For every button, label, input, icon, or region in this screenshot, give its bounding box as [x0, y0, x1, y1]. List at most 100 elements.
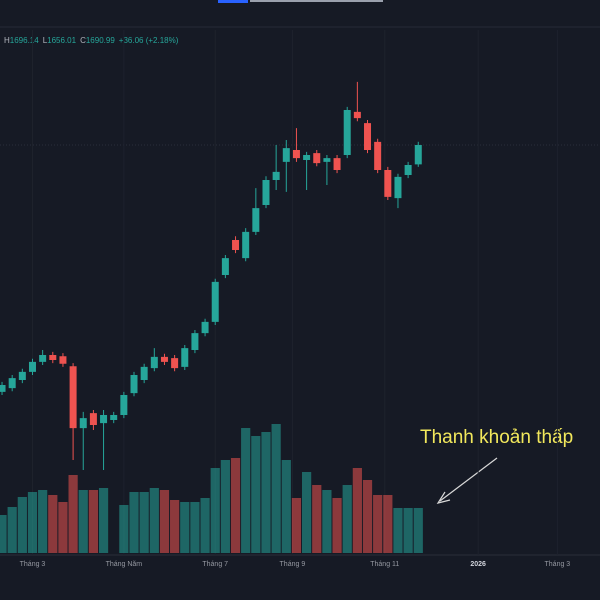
volume-bar [88, 490, 99, 553]
candle-body [79, 418, 87, 429]
volume-bar [322, 490, 332, 553]
x-tick-label: Tháng Năm [106, 561, 143, 568]
candle-body [171, 358, 179, 369]
volume-bar [0, 515, 7, 553]
header-value: 1696.14 [10, 36, 39, 45]
volume-bar [129, 492, 139, 553]
volume-bar [332, 498, 342, 553]
candle-body [110, 415, 118, 420]
header-value: 1656.01 [47, 36, 76, 45]
volume-bar [78, 490, 88, 553]
candle-body [384, 170, 392, 197]
ohlc-header: H1696.14 L1656.01 C1690.99 +36.06 (+2.18%) [4, 36, 179, 45]
volume-bar [7, 507, 17, 553]
x-tick-label: 2026 [470, 561, 486, 568]
candle-body [211, 281, 219, 322]
header-key: C [80, 36, 86, 45]
volume-bar [352, 468, 362, 553]
volume-bar [271, 424, 281, 553]
candle-body [69, 366, 77, 429]
volume-bar [261, 432, 271, 553]
volume-bar [17, 497, 27, 553]
volume-bar [393, 508, 403, 553]
candle-body [262, 180, 270, 205]
candle-body [201, 321, 209, 334]
candle-body [120, 395, 128, 415]
volume-bar [403, 508, 413, 553]
candle-body [160, 356, 168, 362]
candle-body [89, 413, 97, 425]
x-tick-label: Tháng 3 [20, 561, 46, 568]
volume-bar [180, 502, 190, 553]
candle-body [374, 141, 382, 170]
arrow-shaft [439, 457, 498, 502]
volume-bar [48, 495, 58, 553]
volume-bar [281, 460, 291, 553]
volume-bar [149, 488, 159, 553]
candle-body [221, 258, 229, 275]
candle-body [303, 155, 311, 160]
volume-bar [210, 468, 220, 553]
candle-body [313, 153, 321, 164]
volume-bar [27, 492, 38, 553]
candle-body [49, 355, 57, 360]
volume-bar [301, 472, 312, 553]
candle-body [323, 158, 331, 162]
volume-bar [58, 502, 68, 553]
x-tick-label: Tháng 9 [280, 561, 306, 568]
volume-bar [413, 508, 423, 553]
annotation: Thanh khoản thấp [420, 427, 573, 448]
volume-bar [312, 485, 322, 553]
candle-body [282, 148, 290, 162]
candle-body [394, 176, 402, 199]
header-change: +36.06 (+2.18%) [119, 36, 179, 45]
candle-body [59, 356, 67, 364]
volume-bar [119, 505, 129, 553]
volume-bar [200, 498, 210, 553]
candle-body [28, 361, 36, 372]
candle-body [252, 208, 260, 232]
volume-bar [190, 502, 200, 553]
volume-bar [383, 495, 393, 553]
candle-body [39, 355, 47, 362]
candle-body [0, 385, 6, 392]
x-tick-label: Tháng 11 [370, 561, 399, 568]
candle-body [242, 231, 250, 259]
candle-body [232, 240, 240, 250]
tab-bar[interactable] [250, 0, 383, 2]
x-tick-label: Tháng 7 [202, 561, 228, 568]
x-tick-label: Tháng 3 [545, 561, 571, 568]
candle-body [18, 371, 26, 380]
tab-active[interactable] [218, 0, 248, 3]
candle-body [8, 378, 16, 389]
candle-body [353, 111, 361, 119]
candle-body [100, 415, 108, 424]
candle-body [292, 150, 300, 159]
arrow-head [436, 491, 451, 504]
candle-body [191, 333, 199, 350]
volume-bar [342, 485, 352, 553]
volume-bar [373, 495, 383, 553]
candle-body [414, 145, 422, 165]
candle-body [140, 366, 148, 380]
header-key: L [43, 36, 48, 45]
volume-bar [170, 500, 180, 553]
volume-bar [291, 498, 302, 553]
volume-bar [159, 490, 170, 553]
volume-bar [98, 488, 109, 553]
candle-body [364, 123, 372, 150]
candle-body [150, 356, 158, 369]
volume-bar [68, 475, 78, 553]
candle-body [404, 165, 412, 175]
volume-bar [251, 436, 261, 553]
candle-body [181, 348, 189, 367]
volume-bar [139, 492, 149, 553]
header-key: H [4, 36, 10, 45]
volume-bar [241, 428, 251, 553]
candle-body [130, 375, 138, 394]
candle-body [343, 110, 351, 155]
candle-body [272, 171, 280, 180]
header-value: 1690.99 [86, 36, 115, 45]
